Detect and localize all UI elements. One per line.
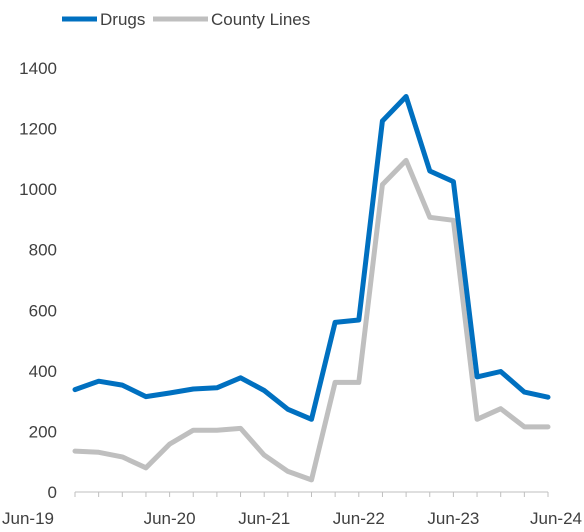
legend-label-drugs: Drugs — [100, 10, 145, 29]
legend-label-county-lines: County Lines — [211, 10, 310, 29]
x-tick-label: Jun-22 — [333, 509, 385, 528]
x-axis: Jun-19 Jun-20 Jun-21 Jun-22 Jun-23 Jun-24 — [2, 491, 582, 528]
y-tick-label: 1400 — [19, 59, 57, 78]
x-tick-label: Jun-23 — [427, 509, 479, 528]
y-tick-label: 400 — [29, 362, 57, 381]
y-tick-label: 1200 — [19, 120, 57, 139]
y-tick-label: 600 — [29, 301, 57, 320]
series-line-county-lines — [72, 157, 551, 483]
y-tick-label: 0 — [48, 483, 57, 502]
series-layer — [72, 94, 551, 483]
x-tick-label: Jun-19 — [2, 509, 54, 528]
x-tick-label: Jun-20 — [144, 509, 196, 528]
y-tick-label: 800 — [29, 241, 57, 260]
x-tick-label: Jun-21 — [238, 509, 290, 528]
legend: Drugs County Lines — [62, 10, 310, 29]
series-line-drugs — [72, 94, 551, 422]
y-tick-label: 1000 — [19, 180, 57, 199]
y-tick-label: 200 — [29, 422, 57, 441]
y-axis: 0 200 400 600 800 1000 1200 1400 — [19, 59, 57, 502]
x-tick-label: Jun-24 — [530, 509, 582, 528]
